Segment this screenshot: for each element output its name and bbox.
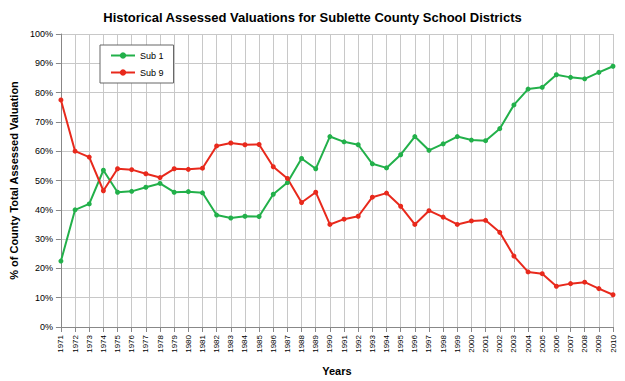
svg-text:Sub 9: Sub 9 <box>140 68 164 78</box>
svg-text:1989: 1989 <box>311 334 320 352</box>
svg-text:1981: 1981 <box>198 334 207 352</box>
svg-text:1996: 1996 <box>410 334 419 352</box>
svg-text:1972: 1972 <box>71 334 80 352</box>
svg-text:2003: 2003 <box>509 334 518 352</box>
svg-text:100%: 100% <box>30 29 53 39</box>
svg-text:% of County Total Assessed Val: % of County Total Assessed Valuation <box>8 81 20 280</box>
svg-text:2005: 2005 <box>538 334 547 352</box>
svg-text:1987: 1987 <box>283 334 292 352</box>
svg-text:1998: 1998 <box>439 334 448 352</box>
svg-text:2010: 2010 <box>609 334 618 352</box>
svg-text:1975: 1975 <box>113 334 122 352</box>
svg-text:1984: 1984 <box>240 334 249 352</box>
svg-text:2006: 2006 <box>552 334 561 352</box>
svg-text:2004: 2004 <box>524 334 533 352</box>
svg-text:1992: 1992 <box>354 334 363 352</box>
svg-text:2008: 2008 <box>580 334 589 352</box>
svg-text:50%: 50% <box>35 176 53 186</box>
svg-text:1976: 1976 <box>127 334 136 352</box>
svg-text:1977: 1977 <box>141 334 150 352</box>
svg-text:1982: 1982 <box>212 334 221 352</box>
svg-text:1995: 1995 <box>396 334 405 352</box>
svg-text:1999: 1999 <box>453 334 462 352</box>
svg-text:2000: 2000 <box>467 334 476 352</box>
svg-text:70%: 70% <box>35 117 53 127</box>
svg-text:1993: 1993 <box>368 334 377 352</box>
svg-text:1988: 1988 <box>297 334 306 352</box>
svg-text:60%: 60% <box>35 146 53 156</box>
svg-text:1983: 1983 <box>226 334 235 352</box>
svg-text:Sub 1: Sub 1 <box>140 51 164 61</box>
svg-text:1978: 1978 <box>156 334 165 352</box>
svg-text:0%: 0% <box>40 322 53 332</box>
svg-text:1990: 1990 <box>325 334 334 352</box>
svg-text:1986: 1986 <box>269 334 278 352</box>
svg-text:90%: 90% <box>35 58 53 68</box>
svg-text:1974: 1974 <box>99 334 108 352</box>
svg-text:80%: 80% <box>35 88 53 98</box>
svg-text:2001: 2001 <box>481 334 490 352</box>
svg-text:2009: 2009 <box>594 334 603 352</box>
svg-text:1997: 1997 <box>424 334 433 352</box>
svg-text:1985: 1985 <box>255 334 264 352</box>
svg-text:1980: 1980 <box>184 334 193 352</box>
svg-text:40%: 40% <box>35 205 53 215</box>
svg-text:2007: 2007 <box>566 334 575 352</box>
svg-text:Historical Assessed Valuations: Historical Assessed Valuations for Suble… <box>103 10 522 25</box>
svg-text:10%: 10% <box>35 293 53 303</box>
svg-text:20%: 20% <box>35 263 53 273</box>
svg-text:2002: 2002 <box>495 334 504 352</box>
svg-text:1971: 1971 <box>56 334 65 352</box>
svg-text:Years: Years <box>322 365 351 377</box>
svg-text:1979: 1979 <box>170 334 179 352</box>
svg-text:1973: 1973 <box>85 334 94 352</box>
svg-text:30%: 30% <box>35 234 53 244</box>
svg-text:1994: 1994 <box>382 334 391 352</box>
svg-text:1991: 1991 <box>340 334 349 352</box>
